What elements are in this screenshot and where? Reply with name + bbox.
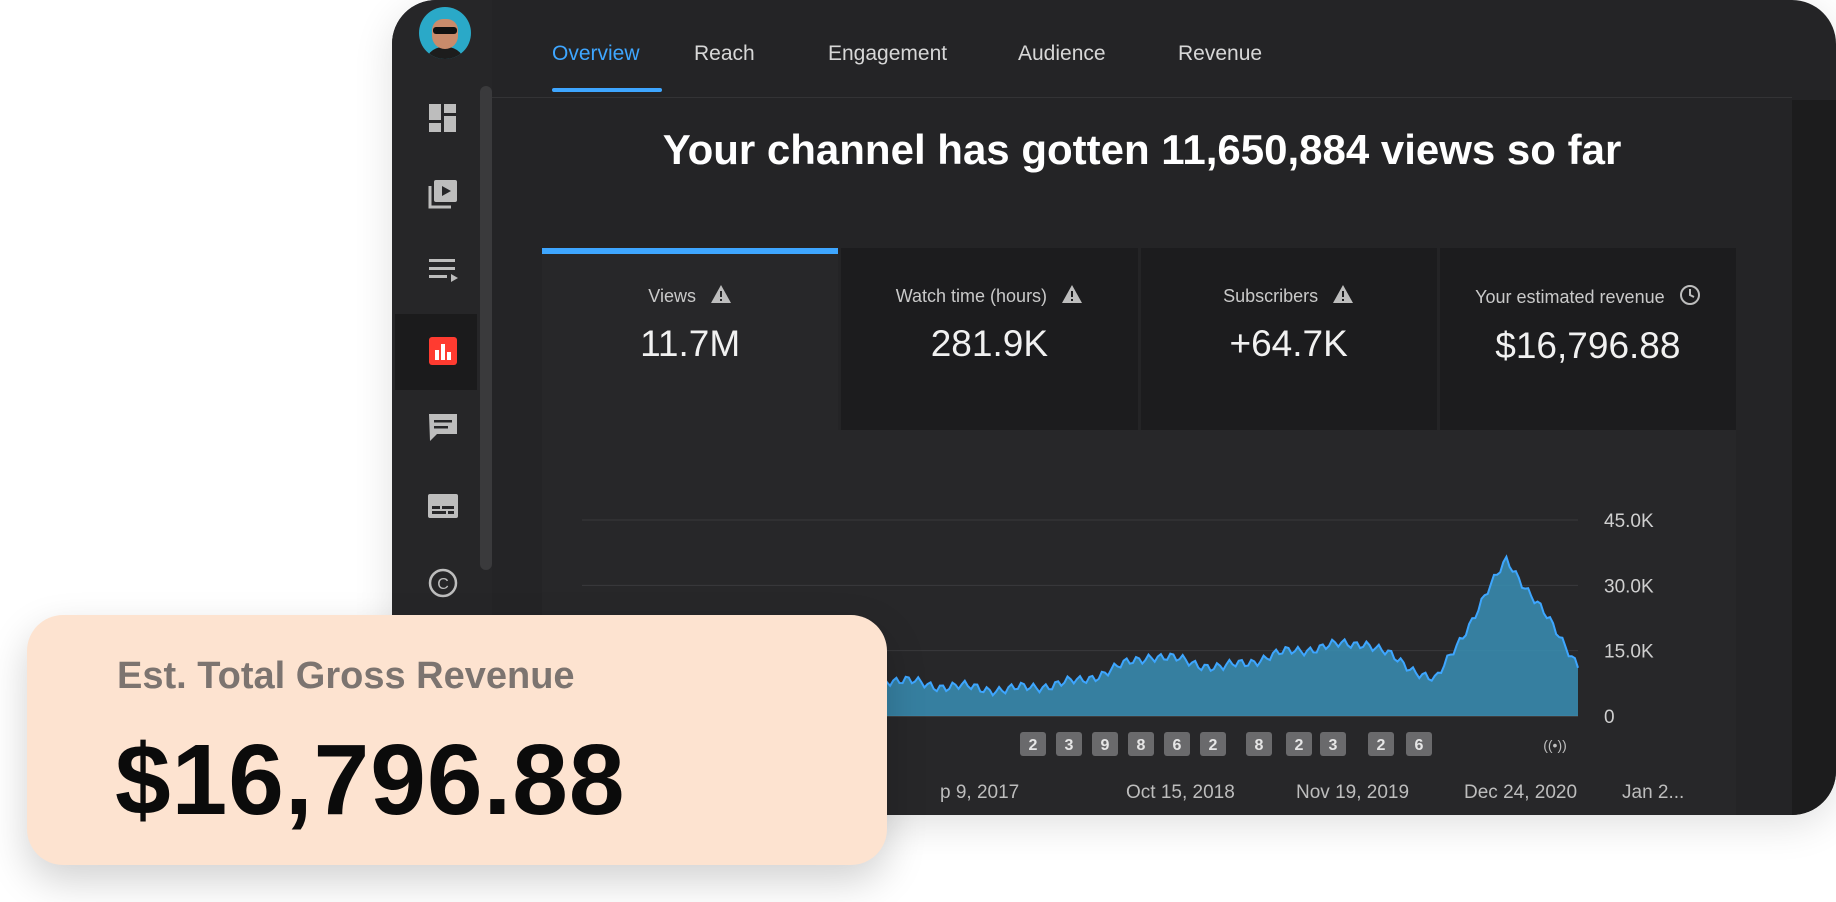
milestone-marker	[1368, 732, 1394, 756]
card-value: 11.7M	[640, 323, 741, 364]
sidebar-scrollbar[interactable]	[480, 86, 492, 570]
y-tick-label: 45.0K	[1604, 511, 1654, 532]
milestone-label: 3	[1065, 737, 1074, 754]
x-tick-label: Dec 24, 2020	[1464, 782, 1577, 803]
milestone-marker	[1406, 732, 1432, 756]
metric-cards: Views 11.7M Watch time (hours) 281.9K Su…	[542, 248, 1736, 430]
warning-icon	[710, 284, 732, 309]
live-icon: ((•))	[1543, 737, 1567, 753]
card-label: Subscribers	[1223, 286, 1319, 306]
warning-icon	[1061, 284, 1083, 309]
milestone-label: 6	[1173, 737, 1182, 754]
tab-engagement[interactable]: Engagement	[828, 42, 948, 65]
milestone-marker	[1092, 732, 1118, 756]
y-tick-label: 15.0K	[1604, 642, 1654, 663]
milestone-marker	[1020, 732, 1046, 756]
dashboard-icon[interactable]	[426, 101, 460, 135]
x-tick-label: Oct 15, 2018	[1126, 782, 1235, 803]
tab-reach[interactable]: Reach	[694, 42, 755, 65]
page-title: Your channel has gotten 11,650,884 views…	[662, 126, 1622, 173]
copyright-icon[interactable]: C	[426, 566, 460, 600]
milestone-marker	[1128, 732, 1154, 756]
content-icon[interactable]	[426, 177, 460, 211]
clock-icon	[1679, 284, 1701, 311]
milestone-marker	[1246, 732, 1272, 756]
milestone-label: 2	[1029, 737, 1038, 754]
card-label: Watch time (hours)	[895, 286, 1048, 306]
card-value: 281.9K	[930, 323, 1049, 364]
milestone-label: 8	[1137, 737, 1146, 754]
card-revenue[interactable]: Your estimated revenue $16,796.88	[1439, 248, 1736, 430]
comments-icon[interactable]	[426, 410, 460, 444]
views-area-chart[interactable]: 45.0K 30.0K 15.0K 0 2 3 9 8 6 2 8 2 3 2 6 ((•)) p 9, 201…	[542, 430, 1736, 815]
card-value: $16,796.88	[1495, 325, 1681, 366]
card-value: +64.7K	[1229, 323, 1348, 364]
warning-icon	[1332, 284, 1354, 309]
right-scroll-strip	[1792, 100, 1836, 815]
y-tick-label: 30.0K	[1604, 576, 1654, 597]
card-label: Your estimated revenue	[1475, 287, 1665, 307]
tab-audience[interactable]: Audience	[1018, 42, 1106, 65]
svg-text:C: C	[437, 576, 449, 593]
overlay-value: $16,796.88	[115, 724, 626, 836]
milestone-label: 2	[1377, 737, 1386, 754]
milestone-label: 3	[1329, 737, 1338, 754]
milestone-label: 6	[1415, 737, 1424, 754]
milestone-label: 2	[1209, 737, 1218, 754]
analytics-icon[interactable]	[426, 334, 460, 368]
card-subscribers[interactable]: Subscribers +64.7K	[1140, 248, 1437, 430]
x-tick-label: Jan 2...	[1622, 782, 1684, 803]
y-tick-label: 0	[1604, 707, 1615, 728]
revenue-overlay-card: Est. Total Gross Revenue $16,796.88	[27, 615, 887, 865]
milestone-marker	[1164, 732, 1190, 756]
card-views[interactable]: Views 11.7M	[542, 248, 839, 430]
playlists-icon[interactable]	[426, 253, 460, 287]
overlay-title: Est. Total Gross Revenue	[117, 655, 575, 697]
tab-divider	[492, 97, 1792, 98]
card-watch-time[interactable]: Watch time (hours) 281.9K	[841, 248, 1138, 430]
avatar[interactable]	[419, 7, 471, 59]
milestone-marker	[1320, 732, 1346, 756]
card-label: Views	[648, 286, 696, 306]
tab-overview[interactable]: Overview	[552, 42, 662, 92]
milestone-label: 8	[1255, 737, 1264, 754]
milestone-marker	[1056, 732, 1082, 756]
x-tick-label: p 9, 2017	[940, 782, 1019, 803]
milestone-marker	[1200, 732, 1226, 756]
x-tick-label: Nov 19, 2019	[1296, 782, 1409, 803]
tab-revenue[interactable]: Revenue	[1178, 42, 1263, 65]
milestone-label: 9	[1101, 737, 1110, 754]
series-area	[582, 556, 1578, 716]
tab-bar: Overview Reach Engagement Audience Reven…	[552, 42, 1298, 92]
milestone-label: 2	[1295, 737, 1304, 754]
subtitles-icon[interactable]	[426, 489, 460, 523]
milestone-marker	[1286, 732, 1312, 756]
